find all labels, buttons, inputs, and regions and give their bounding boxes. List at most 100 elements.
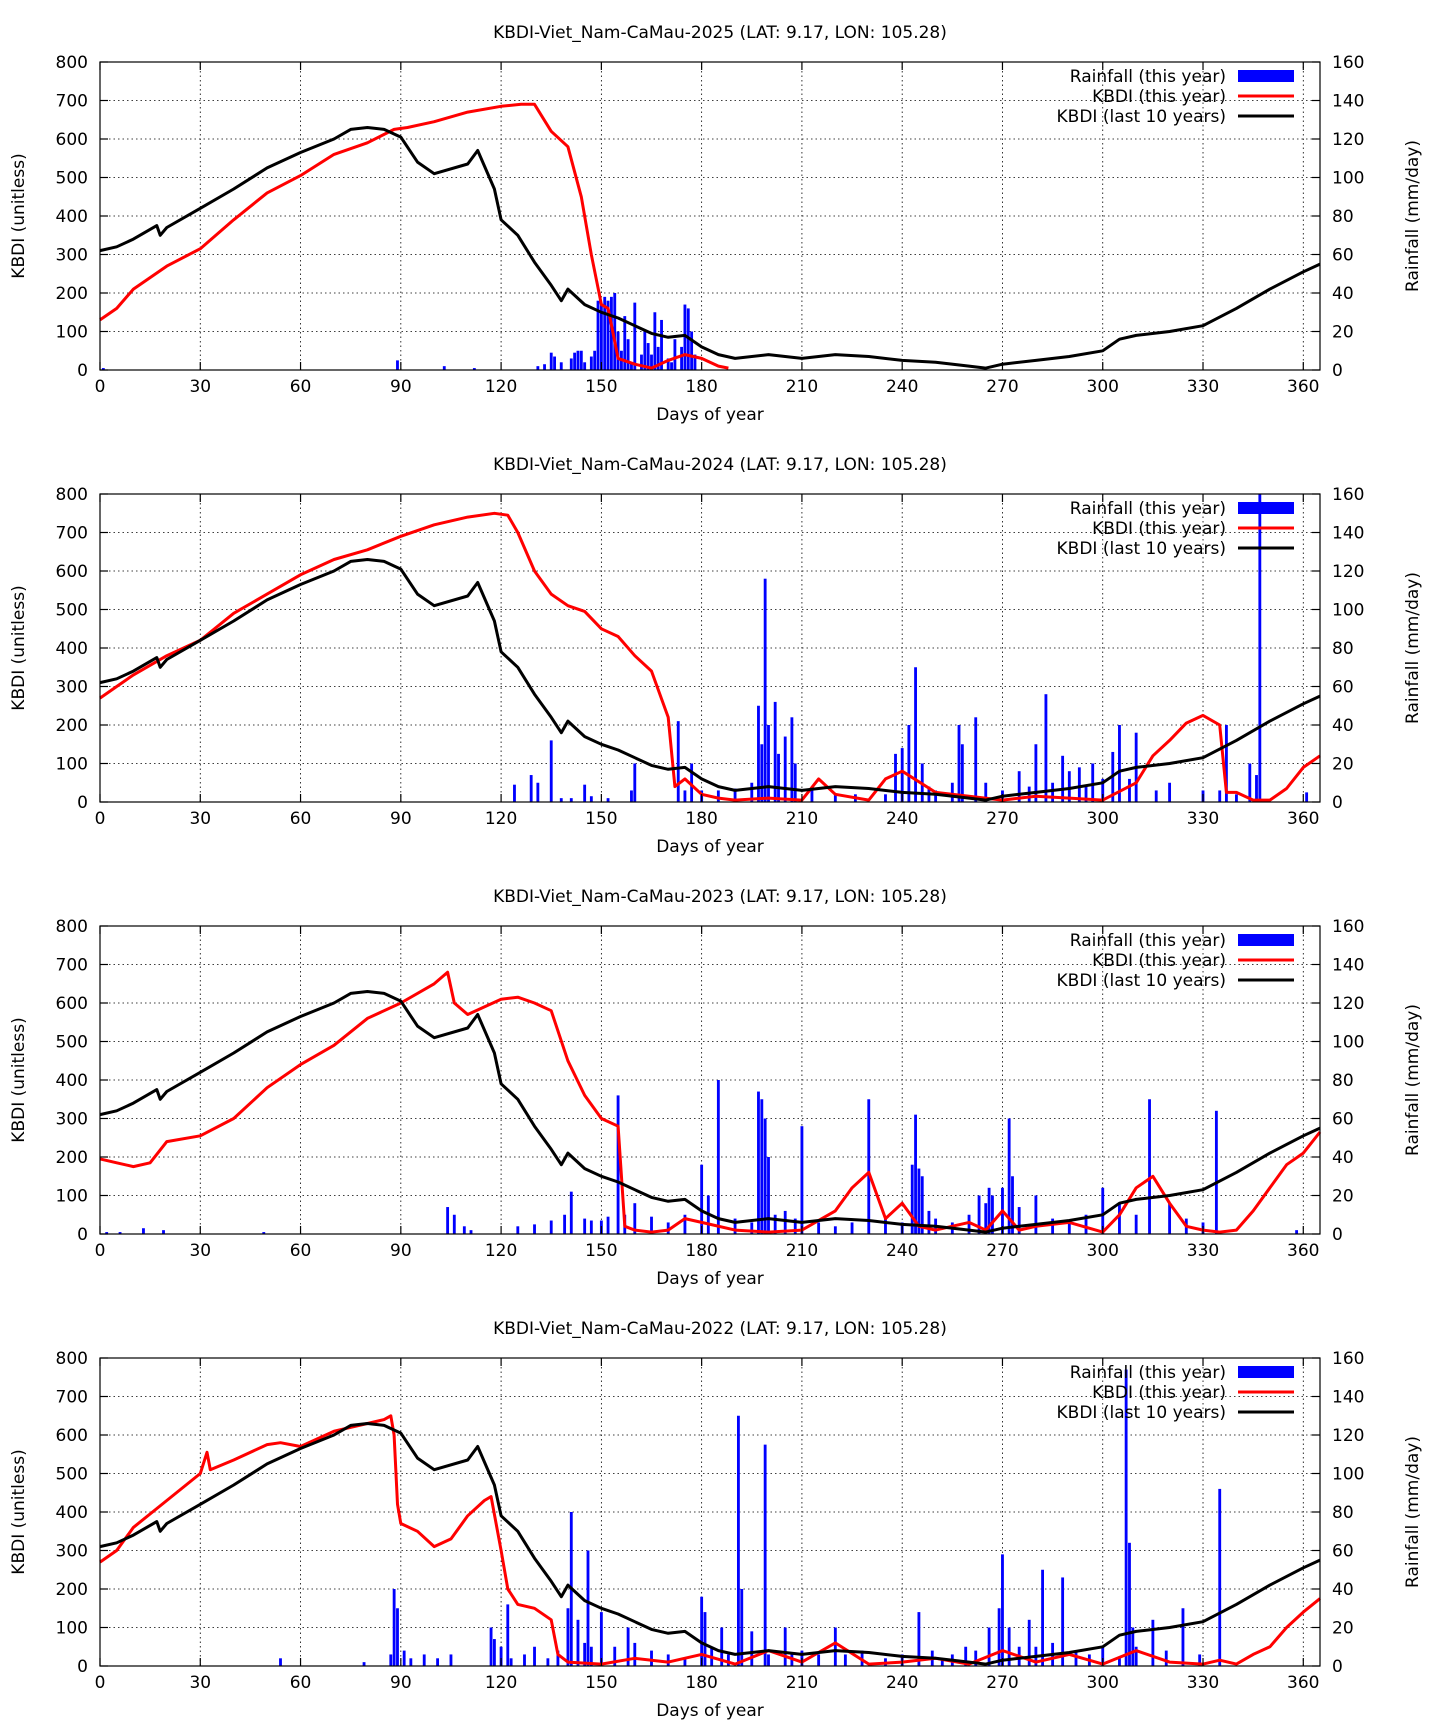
- rain-bar: [867, 1099, 871, 1234]
- rain-bar: [1091, 763, 1095, 802]
- rain-bar: [402, 1650, 406, 1666]
- rain-bar: [513, 784, 516, 802]
- y-tick-label: 300: [56, 1542, 88, 1562]
- y2-tick-label: 120: [1332, 1426, 1364, 1446]
- series-rainfall-this-year: [279, 1369, 1222, 1666]
- rain-bar: [613, 1646, 617, 1666]
- rain-bar: [1067, 771, 1071, 802]
- rain-bar: [974, 717, 978, 802]
- rain-bar: [1151, 1619, 1155, 1666]
- rain-bar: [1061, 755, 1065, 802]
- x-tick-label: 30: [189, 1673, 211, 1693]
- rain-bar: [683, 1214, 687, 1234]
- rain-bar: [987, 1627, 991, 1666]
- rain-bar: [1305, 792, 1309, 802]
- rain-bar: [389, 1654, 393, 1666]
- rain-bar: [690, 763, 694, 802]
- x-tick-label: 180: [685, 1241, 717, 1261]
- x-tick-label: 30: [189, 1241, 211, 1261]
- rain-bar: [673, 339, 677, 370]
- y-tick-label: 300: [56, 678, 88, 698]
- rain-bar: [1118, 1203, 1121, 1234]
- rain-bar: [783, 736, 787, 802]
- rain-bar: [843, 1654, 847, 1666]
- x-tick-label: 360: [1287, 1673, 1319, 1693]
- rain-bar: [633, 763, 637, 802]
- legend-label: KBDI (last 10 years): [1057, 971, 1226, 991]
- rain-bar: [1061, 1577, 1065, 1666]
- axis-ticks: 0 30 60 90 120 150 180 210 240 270 300 330 360 0 100 20…: [56, 1349, 1365, 1693]
- legend-label: KBDI (last 10 years): [1057, 107, 1226, 127]
- rain-bar: [523, 1654, 526, 1666]
- x-axis-label: Days of year: [656, 1701, 764, 1721]
- y-tick-label: 500: [56, 601, 88, 621]
- rain-bar: [666, 358, 670, 370]
- rain-bar: [833, 794, 837, 802]
- x-tick-label: 180: [685, 809, 717, 829]
- y2-tick-label: 60: [1332, 678, 1354, 698]
- x-tick-label: 270: [986, 809, 1018, 829]
- rain-bar: [683, 790, 687, 802]
- x-tick-label: 30: [189, 809, 211, 829]
- rain-bar: [549, 352, 553, 370]
- y-tick-label: 700: [56, 1388, 88, 1408]
- rain-bar: [750, 782, 754, 802]
- rain-bar: [1011, 1176, 1014, 1234]
- rain-bar: [760, 1099, 764, 1234]
- y-tick-label: 200: [56, 284, 88, 304]
- rain-bar: [1124, 1369, 1128, 1666]
- rain-bar: [1044, 694, 1048, 802]
- rain-bar: [630, 790, 633, 802]
- chart-title: KBDI-Viet_Nam-CaMau-2023 (LAT: 9.17, LON…: [493, 887, 947, 907]
- rain-bar: [643, 331, 647, 370]
- series-line: [99, 102, 729, 370]
- rain-bar: [599, 1612, 603, 1666]
- rain-bar: [606, 300, 610, 370]
- y2-tick-label: 40: [1332, 284, 1354, 304]
- x-tick-label: 120: [485, 1241, 517, 1261]
- rain-bar: [472, 368, 476, 370]
- rain-bar: [793, 1218, 797, 1234]
- series-rainfall-this-year: [101, 293, 697, 370]
- rain-bar: [683, 304, 687, 370]
- kbdi-chart-0: KBDI-Viet_Nam-CaMau-2025 (LAT: 9.17, LON…: [9, 23, 1423, 425]
- rain-bar: [609, 296, 613, 370]
- rain-bar: [536, 366, 540, 370]
- rain-bar: [603, 296, 607, 370]
- x-tick-label: 360: [1287, 377, 1319, 397]
- rain-bar: [536, 782, 540, 802]
- x-tick-label: 0: [95, 1673, 106, 1693]
- series-kbdi-this-year: [99, 102, 729, 370]
- rain-bar: [977, 1195, 981, 1234]
- rain-bar: [118, 1232, 122, 1234]
- legend: Rainfall (this year)KBDI (this year)KBDI…: [1057, 931, 1294, 991]
- axis-ticks: 0 30 60 90 120 150 180 210 240 270 300 330 360 0 100 20…: [56, 917, 1365, 1261]
- rain-bar: [964, 1646, 968, 1666]
- rain-bar: [1118, 725, 1121, 802]
- rain-bar: [101, 368, 105, 370]
- rain-bar: [422, 1654, 426, 1666]
- x-tick-label: 240: [886, 1241, 918, 1261]
- rain-bar: [1258, 494, 1262, 802]
- y-axis-label: KBDI (unitless): [9, 1017, 29, 1142]
- x-tick-label: 0: [95, 1241, 106, 1261]
- rain-bar: [1084, 786, 1088, 802]
- y2-tick-label: 60: [1332, 1542, 1354, 1562]
- y-tick-label: 700: [56, 92, 88, 112]
- kbdi-chart-3: KBDI-Viet_Nam-CaMau-2022 (LAT: 9.17, LON…: [9, 1319, 1423, 1721]
- rain-bar: [1235, 794, 1238, 802]
- rain-bar: [670, 362, 673, 370]
- rain-bar: [1034, 1195, 1038, 1234]
- y2-tick-label: 100: [1332, 601, 1364, 621]
- rain-bar: [576, 1619, 580, 1666]
- rain-bar: [1041, 1569, 1044, 1666]
- rain-bar: [469, 1230, 473, 1234]
- legend-swatch-bar: [1238, 70, 1294, 82]
- y-tick-label: 0: [77, 361, 88, 381]
- rain-bar: [449, 1654, 453, 1666]
- rain-bar: [650, 1216, 653, 1234]
- y2-axis-label: Rainfall (mm/day): [1403, 140, 1423, 292]
- rain-bar: [910, 1164, 914, 1234]
- rain-bar: [987, 1187, 991, 1234]
- rain-bar: [1001, 1554, 1004, 1666]
